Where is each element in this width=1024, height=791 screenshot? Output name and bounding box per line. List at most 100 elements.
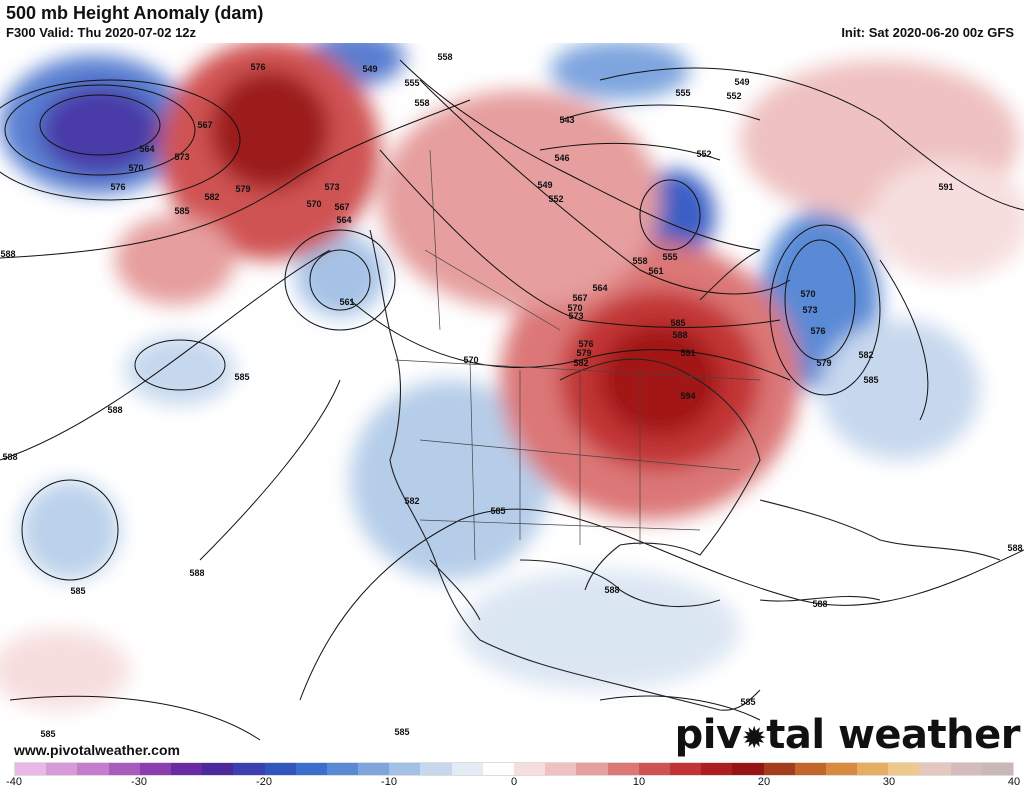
contour-label: 588 <box>672 330 687 340</box>
colorbar-tick-label: -20 <box>256 776 272 788</box>
contour-label: 567 <box>197 120 212 130</box>
contour-label: 585 <box>490 506 505 516</box>
anomaly-map: 576 558 549 555 558 567 564 573 570 576 579 582 585 5… <box>0 43 1024 760</box>
contour-label: 558 <box>414 98 429 108</box>
contour-label: 588 <box>604 585 619 595</box>
contour-label: 576 <box>250 62 265 72</box>
colorbar-cell <box>607 763 639 775</box>
colorbar-cell <box>732 763 764 775</box>
colorbar-cell <box>763 763 795 775</box>
contour-label: 567 <box>334 202 349 212</box>
contour-label: 552 <box>726 91 741 101</box>
contour-label: 573 <box>324 182 339 192</box>
colorbar-cell <box>326 763 359 775</box>
contour-label: 576 <box>578 339 593 349</box>
colorbar-cell <box>233 763 265 775</box>
map-title: 500 mb Height Anomaly (dam) <box>6 3 264 23</box>
political-borders <box>394 149 761 561</box>
colorbar-cell <box>545 763 577 775</box>
colorbar-tick-label: -10 <box>381 776 397 788</box>
contour-label: 546 <box>554 153 569 163</box>
contour-label: 585 <box>740 697 755 707</box>
contour-label: 564 <box>139 144 154 154</box>
colorbar-cell <box>451 763 483 775</box>
colorbar-cell <box>170 763 203 775</box>
contour-label: 576 <box>110 182 125 192</box>
brand-right: tal weather <box>766 712 1020 758</box>
colorbar-cell <box>514 763 546 775</box>
contour-label: 579 <box>576 348 591 358</box>
height-contours <box>0 59 1024 741</box>
contour-label: 552 <box>696 149 711 159</box>
contour-label: 555 <box>662 252 677 262</box>
colorbar-cell <box>794 763 826 775</box>
contour-label: 585 <box>670 318 685 328</box>
colorbar-tick-label: 30 <box>882 776 896 788</box>
colorbar-cell <box>888 763 920 775</box>
colorbar-cell <box>701 763 733 775</box>
contour-label: 561 <box>339 297 354 307</box>
anomaly-colorbar <box>14 762 1014 776</box>
contour-label: 549 <box>537 180 552 190</box>
coastlines <box>369 229 1001 711</box>
contour-label: 570 <box>306 199 321 209</box>
colorbar-cell <box>202 763 234 775</box>
contour-label: 588 <box>0 249 15 259</box>
contour-label: 567 <box>572 293 587 303</box>
colorbar-tick-label: -30 <box>131 776 147 788</box>
contour-label: 558 <box>632 256 647 266</box>
contour-label: 588 <box>812 599 827 609</box>
contour-label: 570 <box>463 355 478 365</box>
colorbar-cell <box>981 763 1013 775</box>
colorbar-cell <box>139 763 171 775</box>
colorbar-cell <box>46 763 78 775</box>
anomaly-shading <box>0 43 1024 710</box>
contour-label: 573 <box>174 152 189 162</box>
colorbar-cell <box>857 763 889 775</box>
contour-label: 591 <box>938 182 953 192</box>
contour-label: 549 <box>734 77 749 87</box>
contour-label: 549 <box>362 64 377 74</box>
contour-label: 582 <box>404 496 419 506</box>
colorbar-tick-label: 40 <box>1007 776 1021 788</box>
contour-label: 585 <box>174 206 189 216</box>
colorbar-cell <box>108 763 140 775</box>
colorbar-cell <box>669 763 702 775</box>
contour-label: 585 <box>40 729 55 739</box>
contour-label: 582 <box>858 350 873 360</box>
colorbar-cell <box>950 763 982 775</box>
contour-label: 582 <box>204 192 219 202</box>
sun-icon: ✹ <box>741 721 767 756</box>
brand-logo: piv✹tal weather <box>674 712 1021 758</box>
site-url: www.pivotalweather.com <box>14 742 180 758</box>
colorbar-cell <box>825 763 858 775</box>
contour-label: 585 <box>70 586 85 596</box>
contour-label: 561 <box>648 266 663 276</box>
colorbar-tick-label: -40 <box>6 776 22 788</box>
colorbar-cell <box>15 763 47 775</box>
colorbar-cell <box>358 763 390 775</box>
contour-label: 552 <box>548 194 563 204</box>
contour-label: 558 <box>437 52 452 62</box>
contour-label: 594 <box>680 391 695 401</box>
contour-label: 591 <box>680 348 695 358</box>
contour-label: 555 <box>675 88 690 98</box>
colorbar-tick-label: 0 <box>510 776 518 788</box>
contour-label: 573 <box>568 311 583 321</box>
contour-label: 585 <box>234 372 249 382</box>
contour-label: 585 <box>863 375 878 385</box>
contour-label: 543 <box>559 115 574 125</box>
colorbar-cell <box>295 763 327 775</box>
contour-label: 570 <box>567 303 582 313</box>
contour-label: 585 <box>394 727 409 737</box>
contour-label: 555 <box>404 78 419 88</box>
contour-label: 588 <box>1007 543 1022 553</box>
colorbar-cell <box>77 763 109 775</box>
init-time: Init: Sat 2020-06-20 00z GFS <box>841 25 1014 40</box>
colorbar-ticks: -40 -30 -20 -10 0 10 20 30 40 <box>6 776 1020 791</box>
brand-left: piv <box>674 712 742 758</box>
colorbar-cell <box>482 763 514 775</box>
contour-label: 588 <box>2 452 17 462</box>
